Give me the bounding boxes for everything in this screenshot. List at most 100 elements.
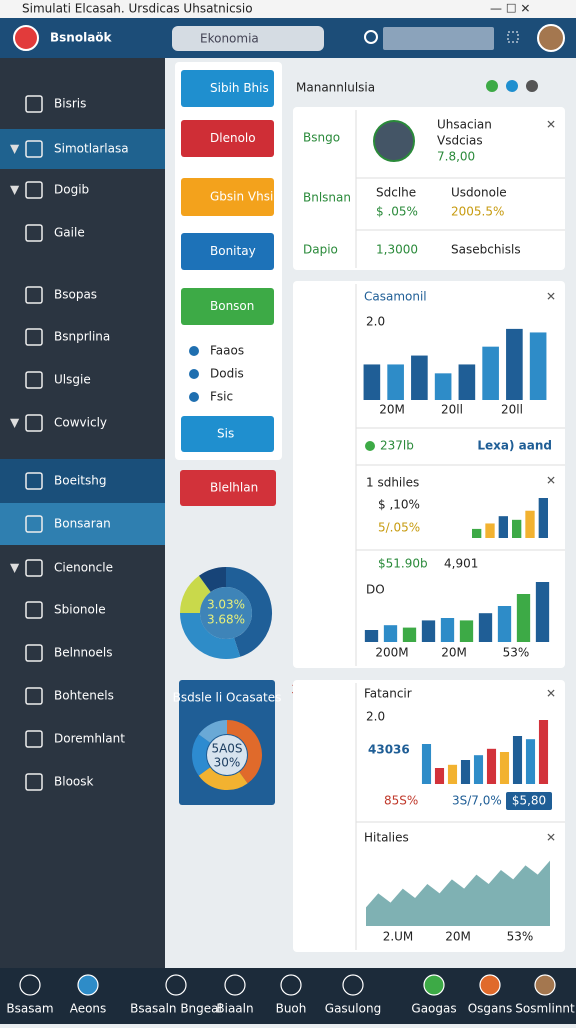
nav-icon[interactable] bbox=[280, 974, 302, 996]
nav-label[interactable]: Aeons bbox=[70, 1002, 107, 1016]
bar bbox=[364, 630, 379, 642]
grid-icon[interactable] bbox=[507, 31, 519, 43]
close[interactable]: ✕ bbox=[546, 290, 556, 304]
sidebar-item[interactable]: Bohtenels bbox=[54, 689, 114, 703]
nav-label[interactable]: Sosmlinnt bbox=[515, 1002, 575, 1016]
sidebar-item[interactable]: Dogib bbox=[54, 183, 89, 197]
chart-title: 1 sdhiles bbox=[366, 476, 419, 490]
list-item: Dodis bbox=[210, 367, 244, 381]
close[interactable]: ✕ bbox=[546, 474, 556, 488]
alert-button[interactable] bbox=[180, 470, 276, 506]
donut-label: 5A0S bbox=[211, 742, 242, 756]
sidebar-item[interactable]: Bisris bbox=[54, 97, 86, 111]
sidebar-icon bbox=[25, 95, 43, 113]
donut-segment bbox=[192, 734, 211, 776]
badge: $5,80 bbox=[512, 794, 546, 808]
bar bbox=[387, 364, 404, 400]
nav-icon[interactable] bbox=[224, 974, 246, 996]
sidebar-item[interactable]: Bonsaran bbox=[54, 517, 111, 531]
nav-label[interactable]: Buoh bbox=[276, 1002, 307, 1016]
donut-label: 3.03% bbox=[207, 598, 245, 612]
search-input[interactable] bbox=[383, 27, 494, 50]
stat: 3S/7,0% bbox=[452, 794, 502, 808]
cell: 1,3000 bbox=[376, 243, 418, 257]
sidebar-item[interactable]: Bsnprlina bbox=[54, 330, 110, 344]
card-title: Bsdsle li Ocasates bbox=[173, 691, 282, 705]
status-icon[interactable] bbox=[506, 80, 518, 92]
sidebar-item[interactable]: Bsopas bbox=[54, 288, 97, 302]
profile-role: Vsdcias bbox=[437, 134, 483, 148]
status-icon[interactable] bbox=[486, 80, 498, 92]
nav-label[interactable]: Gaogas bbox=[411, 1002, 456, 1016]
nav-label[interactable]: Biaaln bbox=[216, 1002, 253, 1016]
sidebar-item[interactable]: Doremhlant bbox=[54, 732, 125, 746]
nav-icon[interactable] bbox=[19, 974, 41, 996]
cell: 2005.5% bbox=[451, 205, 504, 219]
action-button[interactable] bbox=[181, 288, 274, 325]
nav-label[interactable]: Bsasam bbox=[6, 1002, 53, 1016]
sidebar-item[interactable]: Cowvicly bbox=[54, 416, 107, 430]
sidebar-icon bbox=[25, 773, 43, 791]
chart-title: Casamonil bbox=[364, 290, 427, 304]
sidebar-item[interactable]: Sbionole bbox=[54, 603, 106, 617]
status-icon[interactable] bbox=[526, 80, 538, 92]
bar bbox=[478, 613, 493, 642]
sidebar-icon bbox=[25, 224, 43, 242]
nav-icon[interactable] bbox=[534, 974, 556, 996]
avatar[interactable] bbox=[537, 24, 565, 52]
button[interactable] bbox=[181, 416, 274, 452]
search-text: Ekonomia bbox=[200, 32, 259, 46]
nav-icon[interactable] bbox=[77, 974, 99, 996]
window-title: Simulati Elcasah. Ursdicas Uhsatnicsio bbox=[22, 2, 253, 16]
action-button[interactable] bbox=[181, 120, 274, 157]
nav-label[interactable]: Gasulong bbox=[325, 1002, 381, 1016]
axis-label: 2.0 bbox=[366, 315, 385, 329]
stat: 237lb bbox=[380, 439, 414, 453]
list-dot bbox=[189, 392, 199, 402]
chart-title: Hitalies bbox=[364, 831, 409, 845]
bar bbox=[363, 364, 381, 400]
donut-segment bbox=[198, 567, 227, 593]
search-box[interactable] bbox=[172, 26, 324, 51]
sidebar-item[interactable]: Bloosk bbox=[54, 775, 94, 789]
sidebar-icon bbox=[25, 414, 43, 432]
nav-icon[interactable] bbox=[479, 974, 501, 996]
x-label: 53% bbox=[507, 930, 534, 944]
donut-center bbox=[207, 735, 247, 775]
sidebar-item[interactable]: Cienoncle bbox=[54, 561, 113, 575]
action-button[interactable] bbox=[181, 233, 274, 270]
sidebar-item[interactable]: Belnnoels bbox=[54, 646, 112, 660]
sidebar-item[interactable]: Simotlarlasa bbox=[54, 142, 129, 156]
nav-label[interactable]: Osgans bbox=[468, 1002, 513, 1016]
donut-label: 3.68% bbox=[207, 613, 245, 627]
logo bbox=[13, 25, 39, 51]
caret: ▼ bbox=[10, 142, 20, 156]
sidebar-item[interactable]: Ulsgie bbox=[54, 373, 91, 387]
close[interactable]: ✕ bbox=[546, 118, 556, 132]
close[interactable]: ✕ bbox=[546, 831, 556, 845]
caret: ▼ bbox=[10, 183, 20, 197]
x-label: 2.UM bbox=[383, 930, 414, 944]
sidebar-item[interactable]: Gaile bbox=[54, 226, 85, 240]
nav-icon[interactable] bbox=[342, 974, 364, 996]
stat: $ ,10% bbox=[378, 498, 420, 512]
badge: Lexa) aand bbox=[477, 439, 552, 453]
big-value: 43036 bbox=[368, 743, 410, 757]
action-button[interactable] bbox=[181, 178, 274, 216]
nav-icon[interactable] bbox=[423, 974, 445, 996]
bar bbox=[411, 355, 428, 400]
bar bbox=[459, 620, 474, 642]
search-icon[interactable] bbox=[364, 30, 378, 44]
action-button[interactable] bbox=[181, 70, 274, 107]
nav-label[interactable]: Bsasaln Bngeal bbox=[130, 1002, 222, 1016]
sidebar-item[interactable]: Boeitshg bbox=[54, 474, 106, 488]
list-dot bbox=[189, 369, 199, 379]
axis-label: 2.0 bbox=[366, 710, 385, 724]
sidebar-active bbox=[0, 503, 165, 545]
bar bbox=[538, 720, 549, 784]
nav-icon[interactable] bbox=[165, 974, 187, 996]
button-label: Blelhlan bbox=[210, 481, 258, 495]
donut-segment bbox=[198, 766, 248, 790]
close[interactable]: ✕ bbox=[546, 687, 556, 701]
